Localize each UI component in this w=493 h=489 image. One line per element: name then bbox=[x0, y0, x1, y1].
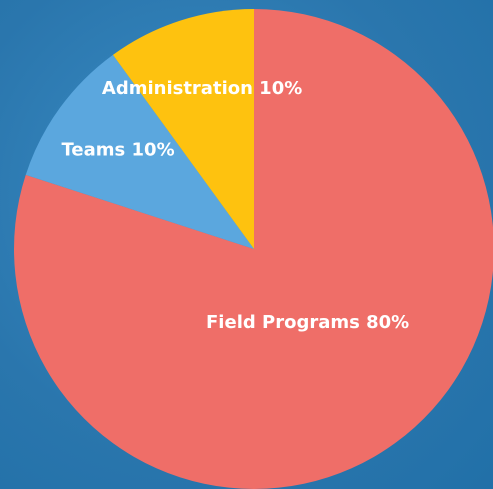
chart: Field Programs 80% Teams 10% Administratio… bbox=[0, 0, 493, 489]
slice-label: Teams 10% bbox=[62, 139, 175, 160]
page: Field Programs 80% Teams 10% Administratio… bbox=[0, 0, 493, 489]
slice-label: Field Programs 80% bbox=[206, 312, 409, 333]
slice-label: Administration 10% bbox=[102, 78, 302, 99]
